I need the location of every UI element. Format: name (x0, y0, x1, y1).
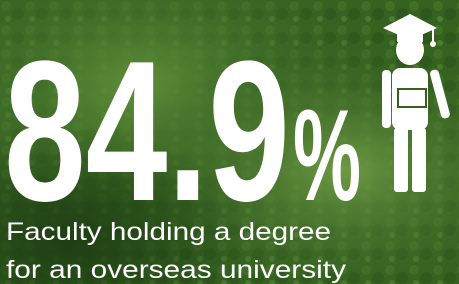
caption-line: Faculty holding a degree (6, 218, 331, 246)
infographic: 84.9 % Faculty holding a degree for an o… (0, 0, 459, 284)
stat-unit: % (293, 82, 361, 228)
stat-value: 84.9 (4, 20, 290, 243)
caption-line: for an overseas university (6, 256, 347, 284)
page: 84.9 % Faculty holding a degree for an o… (0, 0, 459, 284)
